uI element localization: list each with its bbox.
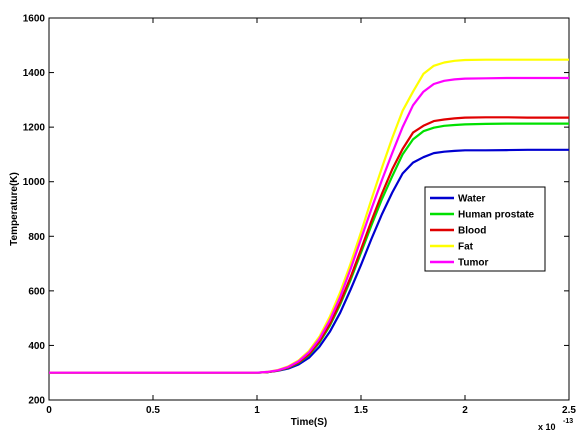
x-tick-label: 2 [462, 405, 468, 416]
y-tick-label: 600 [28, 286, 45, 297]
y-tick-label: 400 [28, 341, 45, 352]
axis-ticks [48, 17, 570, 401]
x-tick-label: 2.5 [562, 405, 576, 416]
x-tick-label: 0 [46, 405, 52, 416]
y-tick-label: 1000 [23, 177, 46, 188]
y-tick-label: 1600 [23, 14, 46, 25]
x-tick-label: 1 [254, 405, 260, 416]
legend-entry: Water [458, 194, 486, 205]
series-line-tumor [49, 76, 569, 374]
legend: Water Human prostate Blood Fat Tumor [424, 186, 546, 272]
y-tick-label: 800 [28, 232, 45, 243]
y-tick-label: 1200 [23, 123, 46, 134]
legend-entry: Human prostate [458, 210, 535, 221]
series-lines [49, 58, 569, 374]
y-axis-title: Temperature(K) [9, 172, 20, 246]
x-tick-label: 0.5 [146, 405, 160, 416]
x-axis-title: Time(S) [291, 417, 328, 428]
legend-entry: Fat [458, 242, 474, 253]
y-tick-label: 200 [28, 396, 45, 407]
x-tick-label: 1.5 [354, 405, 368, 416]
x-axis-multiplier: x 10 -13 [538, 418, 573, 432]
y-tick-label: 1400 [23, 68, 46, 79]
legend-entry: Blood [458, 226, 486, 237]
legend-entry: Tumor [458, 258, 488, 269]
axis-tick-labels: 0 0.5 1 1.5 2 2.5 200 400 600 800 1000 1200 1400 1600 [23, 14, 577, 417]
x-multiplier-exponent: -13 [563, 418, 573, 425]
x-multiplier-base: x 10 [538, 422, 556, 432]
